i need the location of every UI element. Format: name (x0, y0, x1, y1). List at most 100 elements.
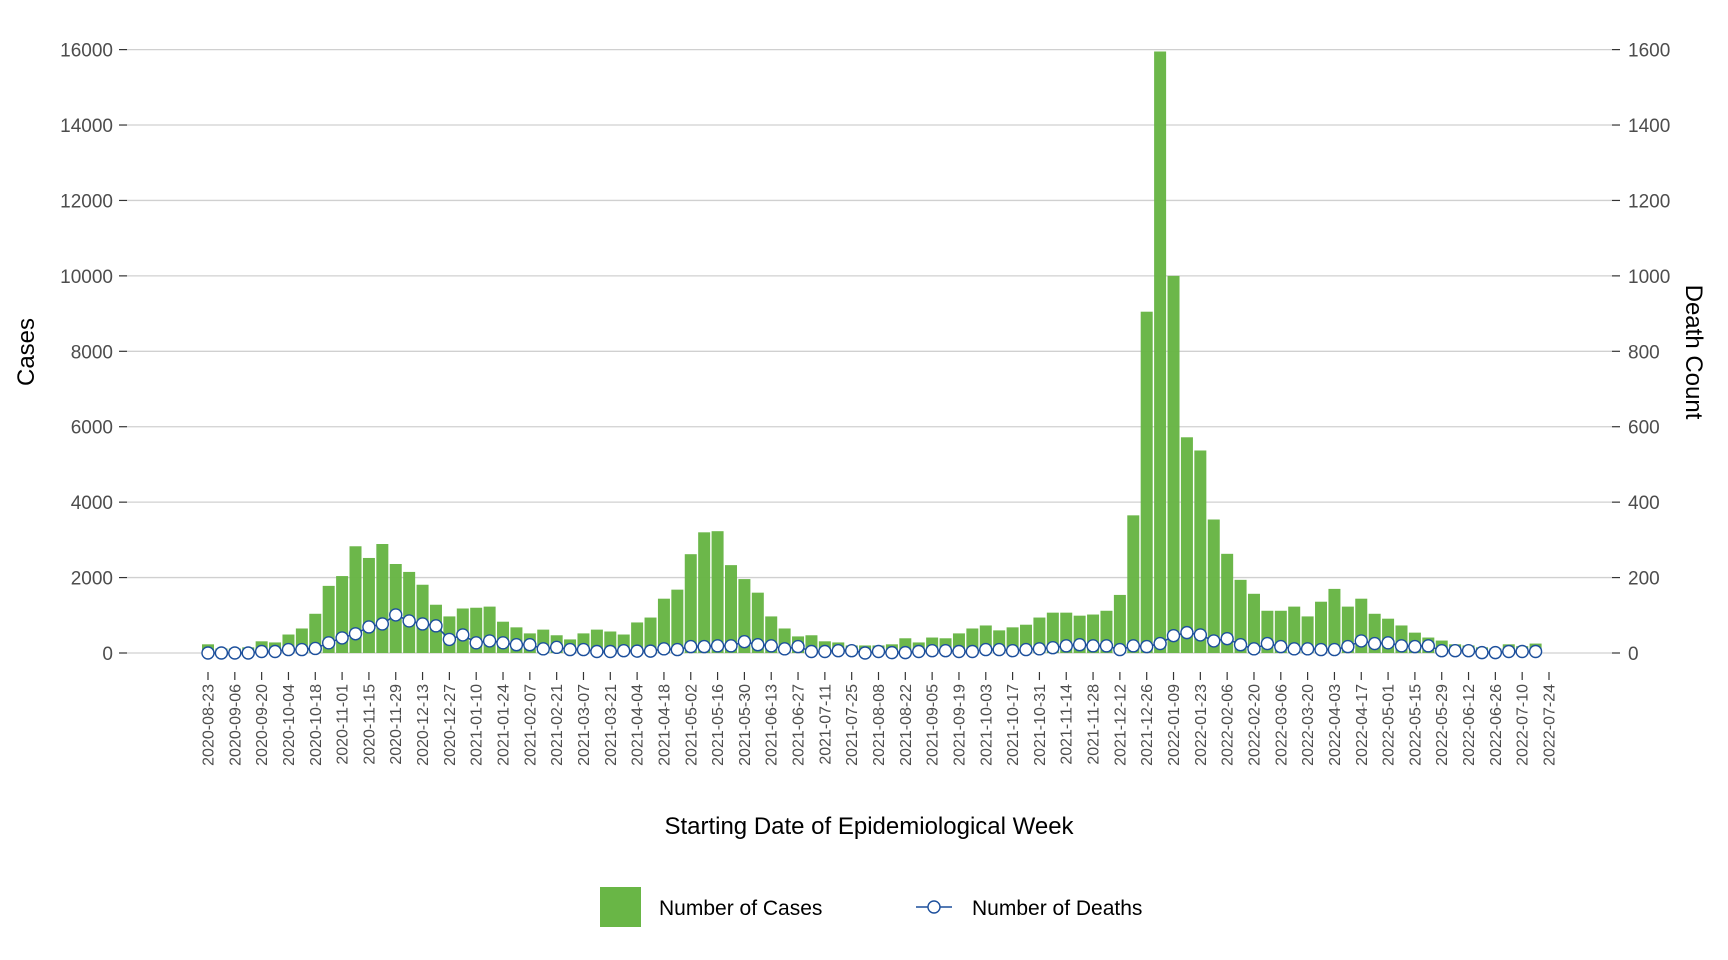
y2-tick-label: 1600 (1628, 41, 1670, 62)
x-tick-label: 2020-10-04 (281, 684, 298, 766)
death-point (1300, 642, 1315, 656)
case-bar (1221, 553, 1234, 653)
case-bar (349, 546, 362, 653)
x-axis: 2020-08-23 2020-09-06 2020-09-20 2020-10-04… (201, 672, 1559, 766)
death-point (1367, 636, 1382, 651)
death-point (1046, 641, 1060, 655)
y2-tick-label: 1200 (1628, 191, 1670, 212)
death-point (590, 644, 604, 659)
death-point (1354, 634, 1368, 648)
case-bar (657, 598, 670, 653)
death-point (844, 644, 859, 658)
y-tick-label: 0 (102, 644, 113, 665)
y-tick-label: 4000 (71, 493, 113, 514)
death-point (764, 639, 778, 653)
death-point (415, 617, 430, 631)
case-bar (751, 592, 764, 653)
death-point (1287, 642, 1301, 656)
case-bar (1113, 594, 1126, 653)
x-tick-label: 2021-01-24 (496, 684, 513, 766)
death-point (442, 632, 457, 647)
x-tick-label: 2020-10-18 (308, 684, 325, 766)
death-point (214, 646, 229, 660)
death-point (1153, 636, 1167, 651)
death-point (1207, 634, 1221, 648)
x-tick-label: 2021-04-18 (656, 684, 673, 766)
death-point (348, 627, 363, 641)
x-tick-label: 2021-03-07 (576, 684, 593, 766)
case-bar (362, 557, 375, 653)
death-point (402, 614, 416, 628)
death-point (858, 646, 872, 660)
death-point (228, 646, 242, 660)
x-tick-label: 2021-07-25 (844, 684, 861, 766)
death-point (1448, 644, 1462, 658)
death-point (630, 644, 644, 658)
x-tick-label: 2022-05-01 (1381, 684, 1398, 766)
death-point (1502, 644, 1516, 659)
case-bar (1127, 515, 1140, 653)
x-tick-label: 2021-07-11 (817, 684, 834, 765)
x-tick-label: 2021-10-17 (1005, 684, 1022, 766)
death-point (335, 631, 349, 645)
y2-tick-label: 1400 (1628, 116, 1670, 137)
x-tick-label: 2021-02-21 (549, 684, 566, 766)
death-point (925, 644, 939, 658)
death-point (1005, 644, 1020, 658)
y2-tick-label: 400 (1628, 493, 1660, 514)
legend: Number of Cases Number of Deaths (600, 887, 1142, 927)
death-point (1461, 644, 1476, 658)
death-point (1381, 636, 1395, 650)
death-point (1180, 625, 1194, 640)
x-tick-label: 2021-08-08 (871, 684, 888, 766)
x-tick-label: 2022-04-17 (1354, 684, 1371, 766)
x-tick-label: 2020-11-15 (361, 684, 378, 765)
death-point (362, 620, 376, 634)
death-point (241, 646, 255, 660)
case-bar (684, 554, 697, 653)
death-point (1059, 639, 1073, 653)
death-point (536, 642, 550, 656)
y2-tick-label: 0 (1628, 644, 1639, 665)
death-point (697, 639, 711, 654)
case-bar (1194, 450, 1207, 653)
x-tick-label: 2021-03-21 (603, 684, 620, 766)
x-tick-label: 2021-12-12 (1112, 684, 1129, 766)
deaths-line (201, 608, 1543, 660)
death-point (1408, 639, 1422, 654)
y2-tick-label: 800 (1628, 342, 1660, 363)
death-point (603, 644, 617, 659)
x-tick-label: 2020-12-13 (415, 684, 432, 766)
death-point (670, 642, 685, 657)
death-point (429, 619, 443, 633)
death-point (563, 642, 577, 657)
y-axis-title: Cases (13, 318, 40, 386)
x-tick-label: 2021-10-03 (978, 684, 995, 766)
death-point (1113, 642, 1127, 657)
death-point (791, 639, 805, 654)
death-point (496, 636, 510, 650)
x-tick-label: 2020-08-23 (201, 684, 218, 766)
x-tick-label: 2020-12-27 (442, 684, 459, 766)
death-point (1528, 644, 1543, 659)
death-point (724, 639, 738, 653)
death-point (871, 644, 886, 659)
case-bar (1315, 601, 1328, 653)
x-tick-label: 2022-05-15 (1407, 684, 1424, 766)
death-point (1019, 642, 1033, 657)
death-point (469, 636, 483, 650)
death-point (1220, 631, 1234, 646)
death-point (1327, 642, 1342, 657)
x-tick-label: 2021-05-16 (710, 684, 727, 766)
death-point (1341, 639, 1355, 654)
death-point (617, 644, 631, 658)
death-point (938, 644, 953, 658)
death-point (1126, 639, 1140, 653)
death-point (523, 638, 537, 652)
death-point (992, 642, 1006, 657)
case-bar (644, 617, 657, 653)
x-tick-label: 2022-06-26 (1488, 684, 1505, 766)
x-tick-label: 2022-07-24 (1542, 684, 1559, 766)
death-point (482, 634, 497, 648)
y-tick-label: 6000 (71, 418, 113, 439)
